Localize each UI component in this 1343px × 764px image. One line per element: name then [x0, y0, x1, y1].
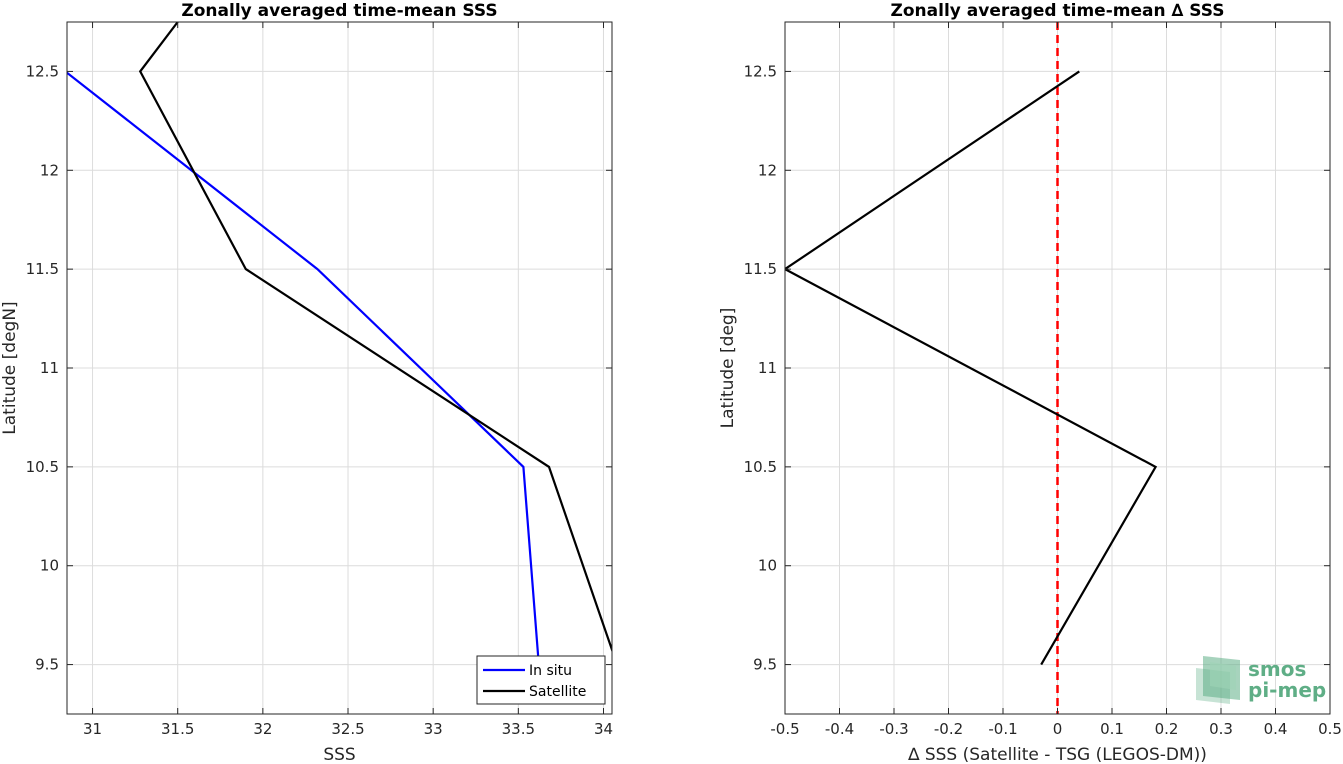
x-tick-label: 33.5 — [502, 720, 535, 738]
y-tick-label: 12.5 — [26, 62, 59, 80]
x-tick-label: 33 — [424, 720, 443, 738]
series-line-in-situ — [67, 71, 540, 665]
y-axis-label: Latitude [deg] — [718, 308, 738, 429]
chart-title: Zonally averaged time-mean ∆ SSS — [891, 1, 1225, 21]
series-line-delta-sss — [785, 70, 1158, 666]
x-axis-label: ∆ SSS (Satellite - TSG (LEGOS-DM)) — [907, 745, 1207, 764]
legend-box — [476, 655, 606, 705]
x-tick-label: 31 — [83, 720, 102, 738]
x-tick-label: 32 — [253, 720, 272, 738]
data-layer — [67, 22, 612, 665]
legend-entry: In situ — [529, 663, 572, 679]
x-tick-label: 0.4 — [1264, 720, 1288, 738]
logo-text-pi-mep: pi-mep — [1248, 678, 1326, 702]
y-tick-label: 11.5 — [744, 260, 777, 278]
x-tick-label: 0.1 — [1100, 720, 1124, 738]
x-tick-label: -0.3 — [879, 720, 908, 738]
y-tick-label: 9.5 — [753, 656, 777, 674]
x-tick-label: 0 — [1053, 720, 1063, 738]
logo-text-smos: smos — [1248, 657, 1306, 681]
y-tick-label: 9.5 — [35, 656, 59, 674]
x-tick-label: 0.2 — [1155, 720, 1179, 738]
x-tick-label: 32.5 — [331, 720, 364, 738]
y-tick-label: 12.5 — [744, 62, 777, 80]
y-tick-label: 10 — [40, 557, 59, 575]
y-tick-label: 11 — [40, 359, 59, 377]
x-tick-label: -0.1 — [988, 720, 1017, 738]
y-tick-label: 10.5 — [26, 458, 59, 476]
data-layer — [785, 22, 1158, 714]
y-tick-label: 11 — [758, 359, 777, 377]
x-axis-label: SSS — [323, 745, 355, 764]
x-tick-label: 31.5 — [161, 720, 194, 738]
legend-entry: Satellite — [529, 684, 586, 700]
series-line-satellite — [138, 22, 612, 654]
x-tick-label: -0.2 — [934, 720, 963, 738]
x-tick-label: 34 — [594, 720, 613, 738]
chart-title: Zonally averaged time-mean SSS — [181, 1, 497, 21]
y-tick-label: 10 — [758, 557, 777, 575]
x-tick-label: 0.3 — [1209, 720, 1233, 738]
y-tick-label: 12 — [758, 161, 777, 179]
chart-panel-right: -0.5 -0.4 -0.3 -0.2 -0.1 0 0.1 0.2 0.3 0.4 0.5 9.5 1… — [718, 1, 1342, 764]
chart-panel-left: 31 31.5 32 32.5 33 33.5 34 9.5 10 10.5 11 11.5 12 12.… — [0, 1, 613, 764]
y-axis-label: Latitude [degN] — [0, 301, 20, 434]
x-tick-label: -0.4 — [825, 720, 854, 738]
y-tick-label: 11.5 — [26, 260, 59, 278]
legend: In situ Satellite — [476, 655, 606, 705]
y-tick-label: 12 — [40, 161, 59, 179]
logo-mark — [1210, 662, 1236, 690]
x-tick-label: -0.5 — [770, 720, 799, 738]
y-tick-label: 10.5 — [744, 458, 777, 476]
x-tick-label: 0.5 — [1318, 720, 1342, 738]
